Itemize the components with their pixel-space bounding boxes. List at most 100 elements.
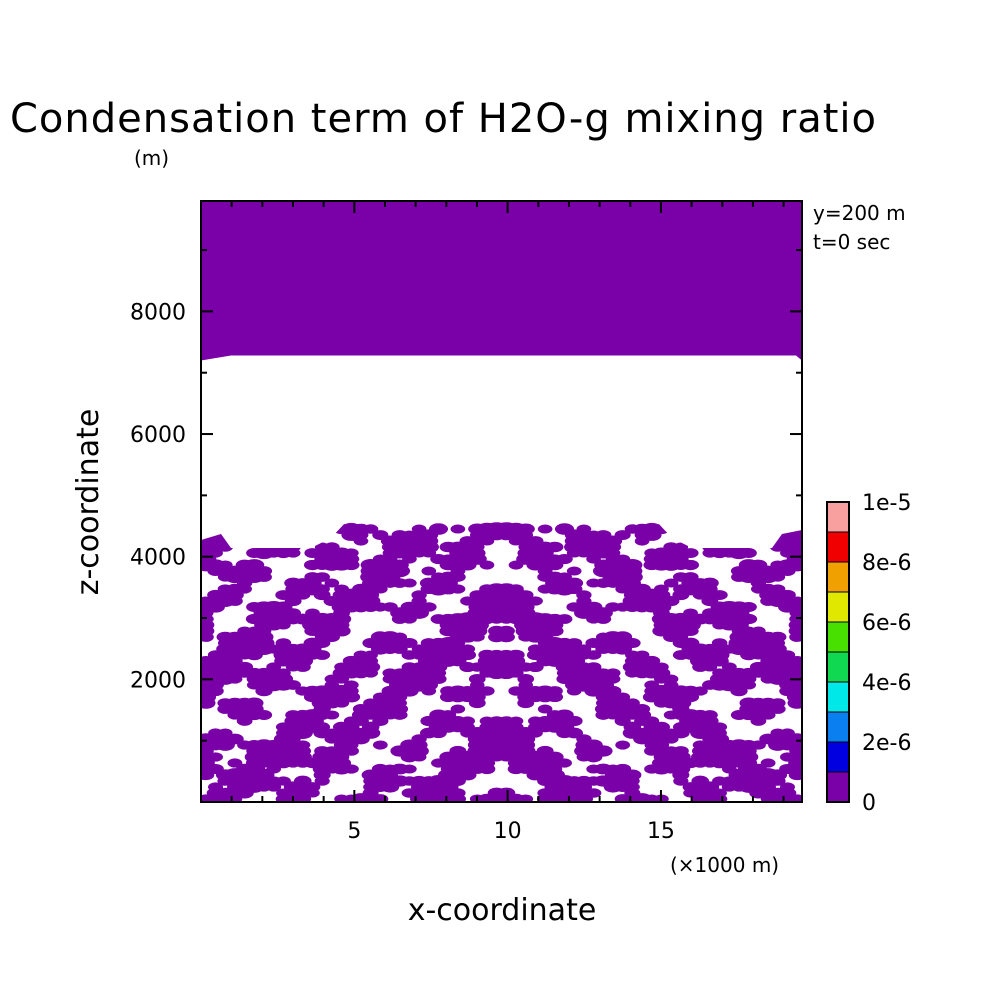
contour-blob bbox=[497, 631, 515, 643]
blank-region-middle bbox=[201, 506, 802, 549]
colorbar-swatch bbox=[826, 561, 850, 593]
contour-blob bbox=[673, 776, 689, 786]
contour-blob bbox=[479, 560, 495, 570]
contour-blob bbox=[314, 650, 331, 660]
contour-blob bbox=[380, 781, 400, 793]
contour-blob bbox=[342, 559, 360, 571]
contour-blob bbox=[294, 662, 311, 672]
contour-blob bbox=[256, 572, 272, 582]
contour-blob bbox=[450, 584, 466, 594]
x-tick-label: 5 bbox=[347, 819, 361, 844]
contour-blob bbox=[294, 793, 312, 802]
contour-blob bbox=[305, 788, 320, 798]
contour-blob bbox=[324, 710, 340, 720]
contour-blob bbox=[468, 697, 486, 709]
contour-blob bbox=[770, 572, 786, 582]
y-tick-label: 4000 bbox=[130, 546, 186, 571]
colorbar-swatch bbox=[826, 741, 850, 773]
contour-blob bbox=[421, 566, 437, 576]
contour-blob bbox=[314, 776, 330, 786]
contour-blob bbox=[295, 590, 311, 600]
contour-blob bbox=[615, 740, 631, 750]
colorbar-swatch bbox=[826, 531, 850, 563]
contour-blob bbox=[391, 644, 408, 654]
contour-blob bbox=[227, 674, 243, 684]
annotation-y-position: y=200 m bbox=[813, 201, 906, 225]
contour-blob bbox=[546, 559, 564, 571]
y-tick-label: 8000 bbox=[130, 300, 186, 325]
contour-blob bbox=[285, 548, 301, 558]
contour-blob bbox=[255, 685, 273, 697]
contour-blob bbox=[537, 524, 553, 534]
contour-blob bbox=[663, 578, 679, 588]
contour-blob bbox=[478, 763, 496, 775]
chart-title: Condensation term of H2O-g mixing ratio bbox=[10, 96, 877, 142]
contour-blob bbox=[363, 668, 379, 678]
contour-blob bbox=[201, 769, 215, 781]
contour-field bbox=[201, 201, 802, 802]
contour-blob bbox=[236, 716, 253, 726]
contour-blob bbox=[566, 686, 582, 696]
y-tick-label: 2000 bbox=[130, 668, 186, 693]
contour-blob bbox=[276, 620, 291, 630]
contour-blob bbox=[352, 733, 370, 745]
contour-blob bbox=[574, 793, 594, 802]
contour-blob bbox=[789, 632, 802, 642]
contour-blob bbox=[682, 626, 699, 636]
colorbar-swatch bbox=[826, 651, 850, 683]
contour-blob bbox=[557, 758, 572, 768]
contour-blob bbox=[469, 632, 485, 642]
contour-blob bbox=[750, 716, 767, 726]
colorbar-swatch bbox=[826, 591, 850, 623]
contour-blob bbox=[566, 566, 582, 576]
contour-blob bbox=[663, 734, 679, 744]
colorbar-swatch bbox=[826, 501, 850, 533]
colorbar-swatch bbox=[826, 771, 850, 803]
contour-blob bbox=[333, 698, 350, 708]
plot-frame bbox=[200, 200, 803, 803]
colorbar-label: 6e-6 bbox=[862, 611, 911, 636]
contour-blob bbox=[324, 578, 340, 588]
contour-blob bbox=[787, 697, 802, 709]
contour-blob bbox=[508, 560, 524, 570]
contour-blob bbox=[711, 794, 728, 802]
y-axis-title: z-coordinate bbox=[71, 409, 106, 596]
y-unit-label: (m) bbox=[134, 146, 169, 170]
contour-blob bbox=[421, 548, 437, 558]
contour-blob bbox=[373, 584, 388, 594]
contour-blob bbox=[595, 614, 612, 624]
axis-ticks bbox=[201, 201, 802, 802]
contour-blob bbox=[740, 548, 757, 559]
contour-blob bbox=[565, 583, 583, 595]
contour-blob bbox=[769, 704, 786, 714]
contour-blob bbox=[730, 685, 748, 697]
contour-blob bbox=[479, 536, 495, 546]
contour-blob bbox=[353, 536, 369, 546]
x-unit-label: (×1000 m) bbox=[670, 853, 779, 877]
contour-blob bbox=[537, 704, 553, 714]
contour-blob bbox=[215, 739, 235, 751]
x-axis-title: x-coordinate bbox=[408, 893, 597, 928]
contour-blob bbox=[546, 691, 564, 703]
colorbar: 0 2e-6 4e-6 6e-6 8e-6 1e-5 bbox=[826, 491, 911, 816]
contour-blob bbox=[401, 614, 417, 624]
contour-blob bbox=[334, 674, 350, 684]
x-tick-label: 15 bbox=[647, 819, 675, 844]
colorbar-label: 4e-6 bbox=[862, 671, 911, 696]
contour-blob bbox=[343, 746, 359, 756]
contour-blob bbox=[343, 764, 359, 774]
contour-blob bbox=[201, 632, 214, 642]
contour-region-lower bbox=[201, 522, 802, 802]
contour-blob bbox=[702, 662, 718, 672]
contour-blob bbox=[779, 566, 796, 576]
contour-blob bbox=[245, 649, 263, 661]
colorbar-swatch bbox=[826, 711, 850, 743]
y-tick-label: 6000 bbox=[130, 423, 186, 448]
contour-blob bbox=[402, 578, 417, 588]
contour-blob bbox=[255, 710, 273, 720]
contour-blob bbox=[430, 727, 447, 739]
colorbar-label: 0 bbox=[862, 791, 876, 816]
contour-blob bbox=[508, 668, 524, 678]
contour-blob bbox=[585, 650, 602, 660]
contour-blob bbox=[450, 704, 466, 714]
